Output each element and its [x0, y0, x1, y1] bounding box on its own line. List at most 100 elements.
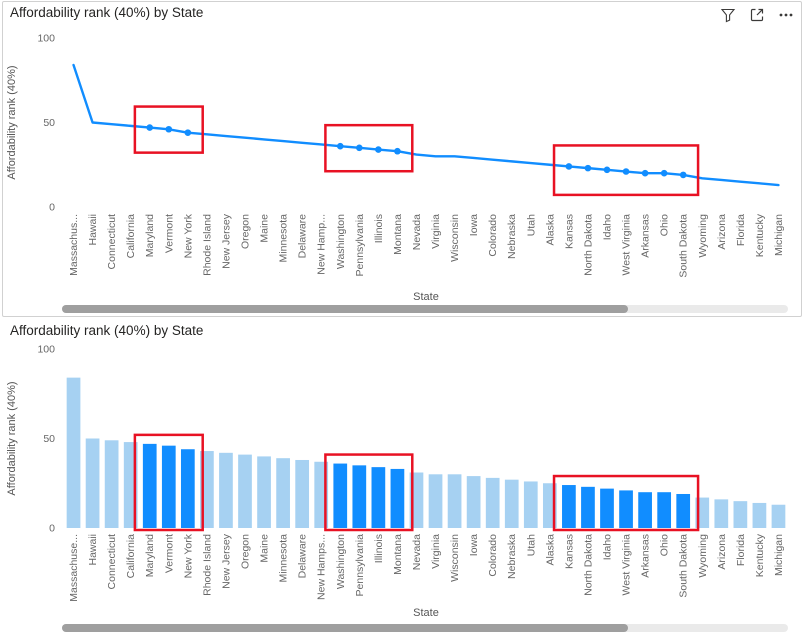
y-axis-tick-label: 50 [43, 433, 55, 445]
x-axis-label: Washington [335, 534, 347, 589]
bar[interactable] [238, 454, 252, 528]
x-axis-label: Connecticut [106, 534, 118, 590]
bar[interactable] [600, 488, 614, 528]
more-options-icon[interactable] [778, 7, 794, 23]
x-axis-label: Florida [735, 534, 747, 566]
bar[interactable] [504, 479, 519, 528]
x-axis-label: West Virginia [621, 534, 633, 596]
bar[interactable] [752, 502, 767, 528]
bar[interactable] [657, 492, 672, 528]
x-axis-label: Oregon [240, 534, 252, 569]
x-axis-label: Arizona [716, 214, 728, 250]
y-axis-tick-label: 100 [37, 344, 55, 356]
bar[interactable] [619, 490, 633, 528]
bar[interactable] [104, 440, 119, 528]
bar[interactable] [714, 499, 729, 528]
bar[interactable] [428, 474, 443, 528]
bar[interactable] [581, 486, 595, 528]
x-axis-label: Illinois [373, 214, 385, 243]
x-axis-title: State [413, 607, 439, 619]
highlight-box [552, 144, 700, 197]
data-point-marker[interactable] [584, 164, 592, 172]
highlight-box [133, 433, 204, 532]
data-point-marker[interactable] [184, 129, 192, 136]
y-axis-tick-label: 50 [43, 117, 55, 129]
bar[interactable] [219, 452, 233, 528]
x-axis-label: Nebraska [506, 534, 518, 579]
x-axis-label: Michigan [773, 214, 785, 256]
x-axis-label: Iowa [468, 214, 480, 236]
bar[interactable] [638, 492, 652, 528]
bar-chart-plot[interactable]: 0 50 100 Affordability rank (40%) Massachuse… [0, 318, 804, 637]
highlight-box [552, 474, 700, 532]
bar[interactable] [276, 458, 290, 528]
x-axis-label: Nebraska [506, 214, 518, 259]
x-axis-label: New York [182, 533, 194, 578]
x-scrollbar[interactable] [62, 624, 788, 632]
x-axis-label: Utah [525, 534, 537, 556]
x-axis-title: State [413, 291, 439, 303]
focus-mode-icon[interactable] [749, 7, 765, 23]
bar[interactable] [676, 493, 691, 528]
bar[interactable] [66, 377, 81, 528]
data-point-marker[interactable] [679, 171, 687, 179]
x-axis-label: Arizona [716, 534, 728, 570]
data-point-marker[interactable] [660, 169, 668, 177]
data-point-marker[interactable] [603, 166, 611, 174]
scrollbar-thumb[interactable] [62, 305, 629, 313]
x-axis-label: Kentucky [754, 213, 766, 257]
bar[interactable] [390, 468, 405, 528]
bar[interactable] [161, 445, 176, 528]
y-axis-title: Affordability rank (40%) [6, 381, 18, 495]
x-axis-label: Arkansas [640, 534, 652, 578]
data-point-marker[interactable] [165, 125, 173, 133]
x-axis-label: Oregon [240, 214, 252, 249]
data-point-marker[interactable] [394, 147, 401, 155]
bar[interactable] [333, 463, 348, 528]
bar[interactable] [371, 467, 386, 528]
x-axis-label: Hawaii [87, 214, 99, 246]
scrollbar-thumb[interactable] [62, 624, 629, 632]
data-point-marker[interactable] [356, 144, 363, 152]
x-axis-label: Idaho [602, 214, 614, 240]
visual-header-toolbar [720, 7, 794, 23]
bar[interactable] [771, 504, 786, 528]
x-scrollbar[interactable] [62, 305, 788, 313]
line-chart-visual[interactable]: Affordability rank (40%) by State 0 50 100… [0, 0, 804, 318]
x-axis-label: New Hamp... [316, 214, 328, 275]
bar[interactable] [733, 501, 748, 528]
bar[interactable] [142, 443, 157, 528]
x-axis-label: Maryland [144, 534, 156, 577]
data-point-marker[interactable] [622, 168, 630, 175]
data-point-marker[interactable] [146, 124, 154, 131]
line-series[interactable] [72, 63, 780, 187]
x-axis-label: Vermont [163, 214, 175, 253]
data-point-marker[interactable] [565, 163, 573, 170]
x-axis-label: Nevada [411, 214, 423, 250]
bar-chart-visual[interactable]: Affordability rank (40%) by State 0 50 100… [0, 318, 804, 637]
data-point-marker[interactable] [336, 142, 344, 150]
highlight-box [324, 123, 414, 173]
x-axis-label: Maryland [144, 214, 156, 257]
bar[interactable] [295, 459, 310, 528]
bar[interactable] [562, 485, 576, 528]
x-axis-label: Rhode Island [201, 534, 213, 596]
bar[interactable] [485, 477, 500, 528]
highlight-box [324, 453, 414, 532]
data-point-marker[interactable] [375, 146, 382, 153]
bar[interactable] [257, 456, 271, 528]
filter-icon[interactable] [720, 7, 736, 23]
data-point-marker[interactable] [641, 169, 649, 177]
x-axis-label: New Hamps... [316, 534, 328, 600]
bar[interactable] [85, 438, 100, 529]
bar[interactable] [180, 449, 195, 528]
bar[interactable] [447, 474, 462, 528]
bar[interactable] [352, 465, 367, 528]
x-axis-label: Massachuse... [68, 534, 80, 602]
line-chart-plot[interactable]: 0 50 100 Affordability rank (40%) Massachus.… [0, 0, 804, 318]
x-axis-label: South Dakota [678, 534, 690, 598]
bar[interactable] [466, 476, 481, 528]
x-axis-label: New York [182, 213, 194, 258]
bar[interactable] [523, 481, 538, 528]
chart-title: Affordability rank (40%) by State [10, 323, 204, 338]
